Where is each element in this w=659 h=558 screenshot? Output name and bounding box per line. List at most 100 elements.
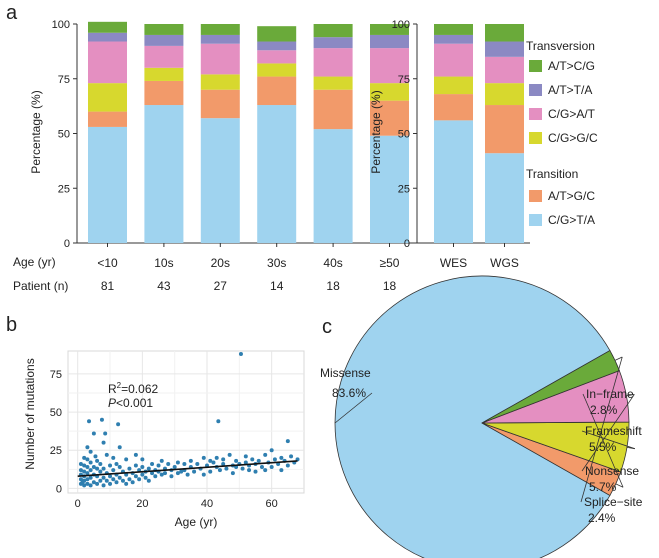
x-tick-label: ≥50 [380,256,400,270]
bar-segment-at-gc [144,80,184,106]
patient-count: 18 [326,279,340,293]
scatter-x-axis-label: Age (yr) [175,515,218,529]
scatter-point [269,465,274,470]
scatter-point [216,419,221,424]
age-chart-y-axis-label: Percentage (%) [29,90,43,173]
scatter-point [127,477,132,482]
patient-count: 81 [101,279,115,293]
scatter-point [133,452,138,457]
mutation-type-legend: Transversion Transition A/T>C/G A/T>T/A C/… [526,39,598,227]
scatter-point [208,458,213,463]
scatter-point [201,455,206,460]
bar-segment-at-cg [144,24,184,35]
scatter-point [104,478,109,483]
scatter-point [146,466,151,471]
pie-slice-label: Frameshift [585,424,642,438]
scatter-point [272,457,277,462]
scatter-point [85,471,90,476]
scatter-point [172,465,177,470]
y-tick-label: 75 [50,369,62,381]
p-value-annotation: P<0.001 [108,396,153,410]
y-tick-label: 25 [398,183,410,195]
scatter-point [91,465,96,470]
scatter-point [108,481,113,486]
x-tick-label: 0 [75,498,81,510]
scatter-point [87,419,92,424]
bar-segment-at-ta [144,34,184,46]
seq-chart-axes: 0 25 50 75 100 [392,19,530,250]
pie-leader-line [581,430,635,450]
bar-segment-at-cg [485,24,524,42]
pie-slice-label: In−frame [586,387,634,401]
bar-segment-at-cg [88,21,127,33]
bar-segment-cg-gc [144,67,184,81]
scatter-point [140,465,145,470]
scatter-point [263,452,268,457]
scatter-point [117,475,122,480]
scatter-point [88,468,93,473]
patient-count: 43 [157,279,171,293]
bar-segment-cg-at [313,48,353,77]
pie-slice [481,350,620,424]
scatter-point [85,457,90,462]
x-tick-label: 40s [323,256,342,270]
y-tick-label: 0 [64,238,70,250]
pie-slices [334,275,630,558]
sequencing-stacked-bar-chart: Percentage (%) 0 25 50 75 100 WES WGS [369,19,530,270]
scatter-point [88,483,93,488]
scatter-point [185,472,190,477]
bar-segment-cg-ta [257,105,297,243]
scatter-point [78,461,83,466]
pie-slice-percent: 5.5% [589,440,617,454]
pie-leader-line [614,356,623,361]
scatter-point [101,440,106,445]
scatter-point [98,461,103,466]
bar-segment-cg-gc [88,83,127,112]
legend-swatch-at-gc [529,190,542,202]
scatter-point [78,468,83,473]
seq-chart-bars [434,24,524,243]
scatter-point [133,463,138,468]
age-chart-axes: 0 25 50 75 100 [52,19,415,250]
y-tick-label: 0 [56,483,62,495]
y-tick-label: 100 [52,19,70,31]
patient-count: 14 [270,279,284,293]
scatter-point [137,477,142,482]
scatter-point [82,455,87,460]
x-tick-label: 40 [201,498,213,510]
y-tick-label: 50 [58,129,70,141]
bar-segment-cg-gc [313,76,353,90]
scatter-point [175,460,180,465]
pie-labels: Missense 83.6% In−frame 2.8% Frameshift 5.5% N… [320,356,643,525]
scatter-point [289,454,294,459]
scatter-point [153,474,158,479]
scatter-point [263,468,268,473]
scatter-point [117,445,122,450]
bar-segment-cg-at [257,50,297,64]
legend-item-label: C/G>T/A [548,213,595,227]
pie-slice-percent: 83.6% [332,386,366,400]
legend-item-label: A/T>G/C [548,189,595,203]
scatter-point [98,478,103,483]
scatter-point [108,463,113,468]
scatter-point [234,458,239,463]
legend-swatch-cg-at [529,108,542,120]
scatter-point [111,477,116,482]
scatter-point [159,472,164,477]
scatter-point [243,460,248,465]
pie-slice-label: Splice−site [584,495,643,509]
pie-leader-line [580,356,623,503]
scatter-point [101,466,106,471]
bar-segment-cg-at [200,43,240,75]
scatter-point [250,457,255,462]
y-tick-label: 50 [398,129,410,141]
scatter-point [175,471,180,476]
scatter-point [279,455,284,460]
pie-leader-line [615,483,624,488]
legend-transversion-title: Transversion [526,39,595,53]
scatter-point [221,457,226,462]
scatter-point [169,474,174,479]
scatter-point [88,449,93,454]
scatter-point [124,481,129,486]
